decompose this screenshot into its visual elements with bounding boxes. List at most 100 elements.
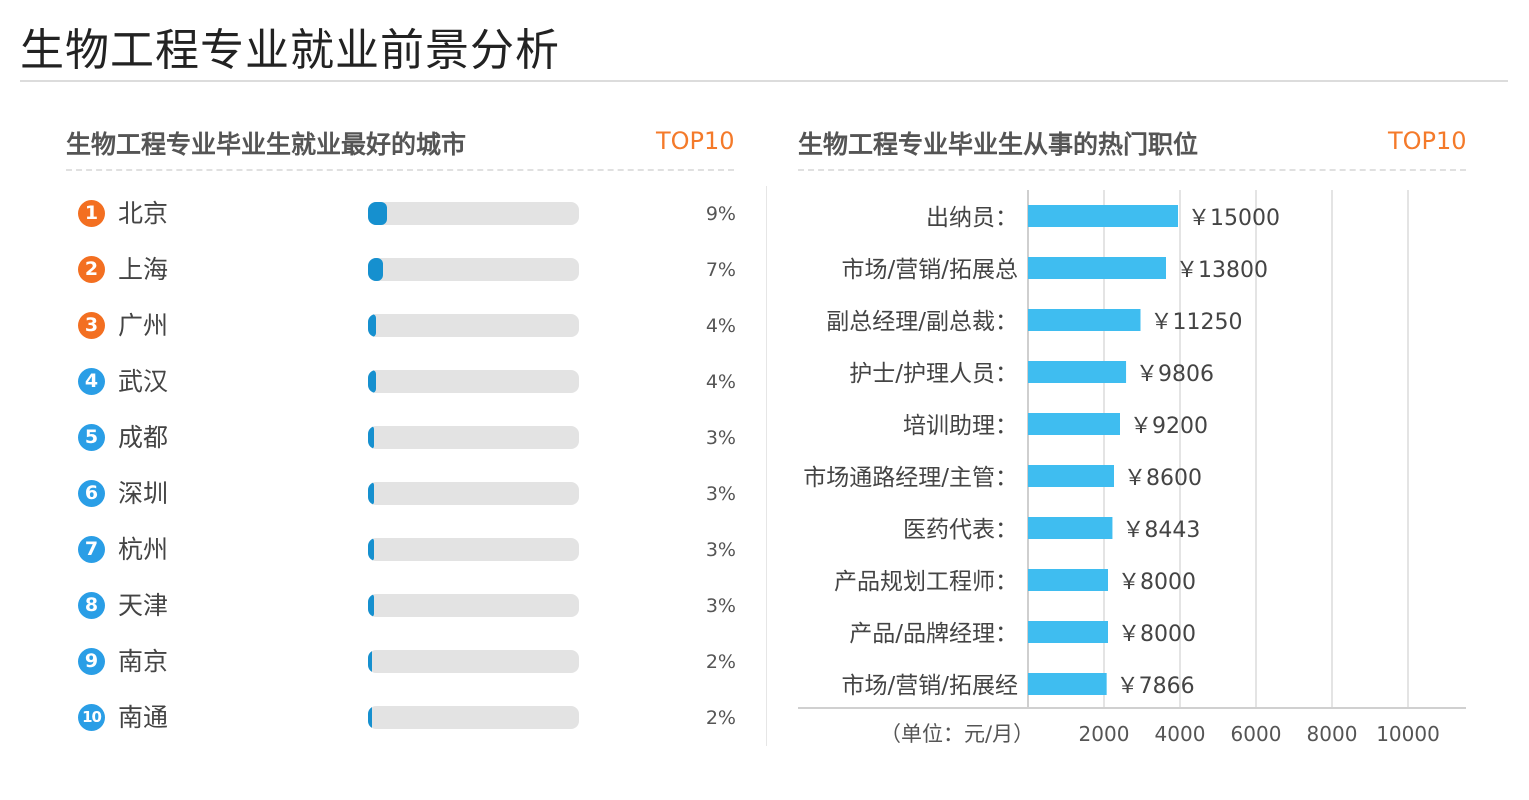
job-category-label: 出纳员： <box>926 205 1018 231</box>
city-name: 成都 <box>118 423 169 452</box>
city-name: 南京 <box>118 647 169 676</box>
city-name: 天津 <box>118 591 169 620</box>
rank-badge: 4 <box>78 368 105 395</box>
x-tick-label: 6000 <box>1231 722 1282 746</box>
x-tick-label: 8000 <box>1307 722 1358 746</box>
salary-value-label: ￥8443 <box>1122 518 1200 543</box>
city-row: 4 武汉 4% <box>78 367 738 397</box>
rank-badge: 7 <box>78 536 105 563</box>
rank-badge: 3 <box>78 312 105 339</box>
city-share-bar <box>368 538 375 561</box>
salary-value-label: ￥7866 <box>1117 674 1195 699</box>
city-share-percent: 2% <box>705 707 736 729</box>
unit-label: （单位：元/月） <box>880 722 1034 746</box>
salary-value-label: ￥13800 <box>1176 258 1268 283</box>
city-name: 南通 <box>118 703 169 732</box>
city-name: 广州 <box>118 311 169 340</box>
salary-value-label: ￥15000 <box>1188 206 1280 231</box>
job-category-label: 市场/营销/拓展经 <box>842 673 1019 699</box>
city-share-percent: 3% <box>705 427 736 449</box>
job-category-label: 产品规划工程师： <box>834 569 1018 595</box>
city-share-percent: 4% <box>705 371 736 393</box>
job-category-label: 副总经理/副总裁： <box>826 309 1018 335</box>
city-share-track <box>368 202 579 225</box>
page-title: 生物工程专业就业前景分析 <box>20 25 560 76</box>
city-row: 7 杭州 3% <box>78 535 738 565</box>
salary-bar <box>1028 621 1108 643</box>
rank-badge: 6 <box>78 480 105 507</box>
city-share-bar <box>368 202 387 225</box>
panel-divider <box>766 186 767 746</box>
salary-bar <box>1028 257 1166 279</box>
rank-badge: 10 <box>78 704 105 731</box>
city-share-track <box>368 258 579 281</box>
city-share-bar <box>368 314 377 337</box>
salary-bar <box>1028 309 1141 331</box>
job-category-label: 护士/护理人员： <box>849 361 1018 387</box>
salary-bar <box>1028 413 1120 435</box>
city-share-track <box>368 482 579 505</box>
cities-panel-title: 生物工程专业毕业生就业最好的城市 <box>66 130 467 159</box>
jobs-top10-tag: TOP10 <box>1388 127 1467 155</box>
city-share-percent: 7% <box>705 259 736 281</box>
rank-badge: 1 <box>78 200 105 227</box>
city-row: 8 天津 3% <box>78 591 738 621</box>
city-row: 10 南通 2% <box>78 703 738 733</box>
city-share-track <box>368 314 579 337</box>
x-tick-label: 4000 <box>1155 722 1206 746</box>
salary-bar <box>1028 517 1113 539</box>
salary-value-label: ￥9200 <box>1130 414 1208 439</box>
salary-value-label: ￥8600 <box>1124 466 1202 491</box>
city-share-percent: 9% <box>705 203 736 225</box>
city-share-bar <box>368 594 375 617</box>
salary-value-label: ￥8000 <box>1118 570 1196 595</box>
city-row: 9 南京 2% <box>78 647 738 677</box>
city-row: 6 深圳 3% <box>78 479 738 509</box>
city-share-bar <box>368 482 375 505</box>
city-share-track <box>368 706 579 729</box>
city-share-track <box>368 370 579 393</box>
city-share-track <box>368 538 579 561</box>
jobs-panel-title: 生物工程专业毕业生从事的热门职位 <box>798 130 1199 159</box>
job-category-label: 培训助理： <box>903 413 1018 439</box>
city-row: 2 上海 7% <box>78 255 738 285</box>
salary-bar <box>1028 465 1114 487</box>
salary-bar <box>1028 569 1108 591</box>
city-row: 1 北京 9% <box>78 199 738 229</box>
city-name: 上海 <box>118 255 169 284</box>
salary-value-label: ￥9806 <box>1136 362 1214 387</box>
jobs-panel-divider <box>798 169 1466 171</box>
city-share-track <box>368 650 579 673</box>
city-row: 5 成都 3% <box>78 423 738 453</box>
city-share-track <box>368 426 579 449</box>
job-category-label: 市场/营销/拓展总 <box>842 257 1019 283</box>
cities-top10-tag: TOP10 <box>656 127 735 155</box>
rank-badge: 5 <box>78 424 105 451</box>
salary-bar <box>1028 361 1127 383</box>
salary-bar-chart: 出纳员： ￥15000 市场/营销/拓展总 ￥13800 副总经理/副总裁： ￥11250… <box>798 190 1466 746</box>
title-divider <box>20 80 1508 82</box>
city-share-bar <box>368 258 383 281</box>
city-share-track <box>368 594 579 617</box>
salary-value-label: ￥8000 <box>1118 622 1196 647</box>
cities-panel-divider <box>66 169 734 171</box>
job-category-label: 产品/品牌经理： <box>849 621 1018 647</box>
x-tick-label: 10000 <box>1376 722 1440 746</box>
city-name: 北京 <box>118 199 169 228</box>
city-share-percent: 3% <box>705 539 736 561</box>
city-share-bar <box>368 370 377 393</box>
rank-badge: 9 <box>78 648 105 675</box>
city-share-percent: 4% <box>705 315 736 337</box>
city-share-percent: 2% <box>705 651 736 673</box>
salary-value-label: ￥11250 <box>1151 310 1243 335</box>
city-row: 3 广州 4% <box>78 311 738 341</box>
city-name: 武汉 <box>118 367 169 396</box>
city-name: 杭州 <box>118 535 169 564</box>
city-share-percent: 3% <box>705 483 736 505</box>
city-share-bar <box>368 650 373 673</box>
job-category-label: 医药代表： <box>903 517 1018 543</box>
city-share-bar <box>368 706 373 729</box>
x-tick-label: 2000 <box>1079 722 1130 746</box>
salary-bar <box>1028 205 1178 227</box>
city-name: 深圳 <box>118 479 169 508</box>
